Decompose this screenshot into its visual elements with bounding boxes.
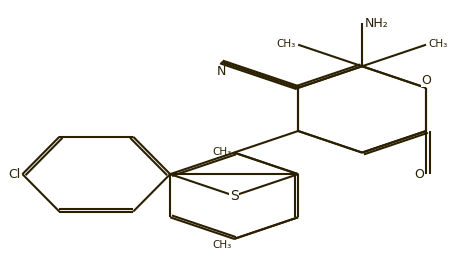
Text: NH₂: NH₂ [364,17,387,30]
Text: CH₃: CH₃ [212,147,231,157]
Text: CH₃: CH₃ [276,39,295,49]
Text: CH₃: CH₃ [428,39,446,49]
Text: O: O [413,168,423,181]
Text: S: S [229,189,238,203]
Text: O: O [420,74,430,86]
Text: N: N [216,65,226,78]
Text: Cl: Cl [8,168,20,181]
Text: CH₃: CH₃ [212,240,231,250]
